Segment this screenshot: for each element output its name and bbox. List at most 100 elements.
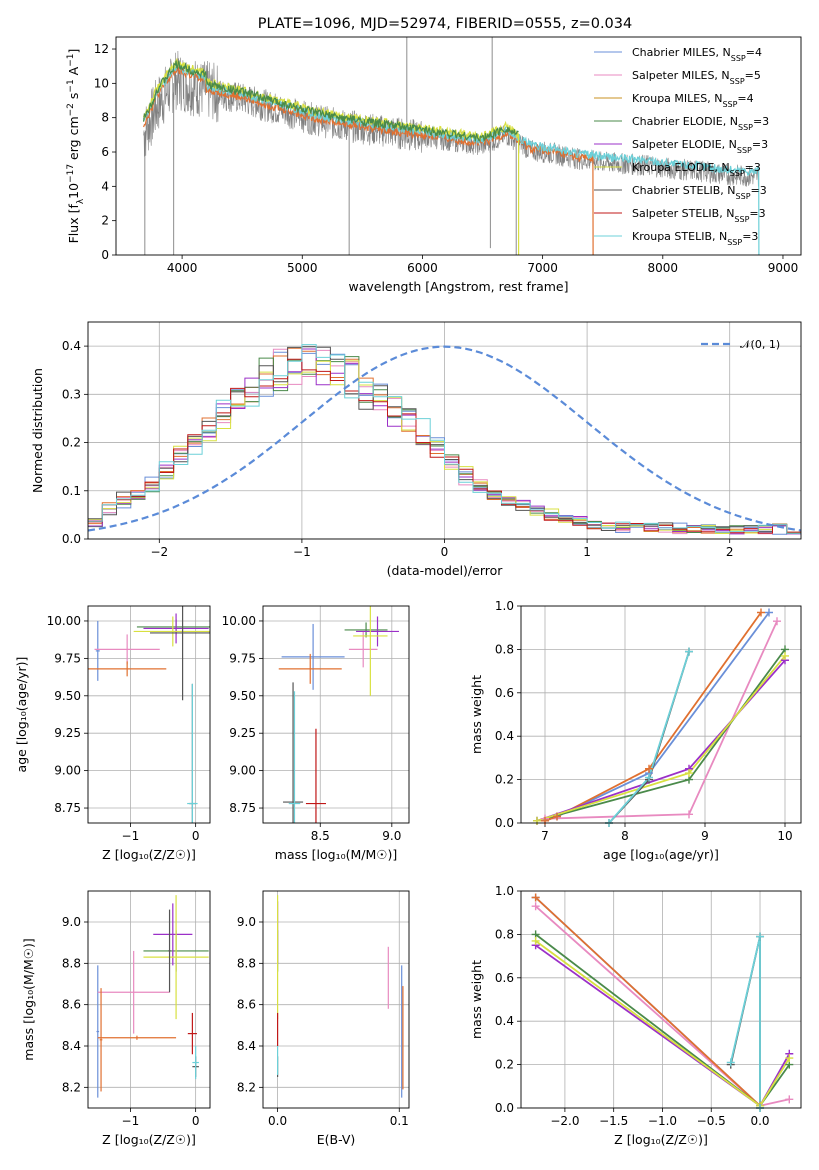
y-tick-label: 0.4	[495, 1014, 514, 1028]
y-tick-label: 10	[94, 76, 109, 90]
x-tick-label: 9000	[768, 261, 799, 275]
y-tick-label: 0.8	[495, 927, 514, 941]
x-tick-label: 7000	[527, 261, 558, 275]
y-tick-label: 8.6	[237, 998, 256, 1012]
axes-frame	[87, 605, 211, 824]
legend-label-sub: SSP	[738, 123, 753, 132]
y-axis-label: age [log₁₀(age/yr)]	[14, 657, 29, 773]
y-tick-label: 0.2	[495, 773, 514, 787]
legend-label-tail: =4	[737, 92, 753, 105]
weight-marker	[553, 812, 561, 821]
y-tick-label: 10.00	[47, 614, 81, 628]
y-tick-label: 9.75	[229, 651, 256, 665]
legend-label-base: Salpeter STELIB, N	[632, 207, 734, 220]
plot-area	[263, 606, 409, 823]
legend-label: Chabrier MILES, NSSP=4	[632, 46, 762, 63]
axes-frame	[520, 890, 802, 1109]
y-tick-label: 1.0	[495, 599, 514, 613]
y-tick-label: 8	[101, 111, 109, 125]
panel-3: −1 0 8.75 9.00 9.25 9.50 9.75 10.00 Z [log₁₀(Z/Z…	[14, 605, 211, 862]
x-tick-label: 2	[726, 545, 734, 559]
weight-marker	[541, 816, 549, 825]
y-axis-label: Flux [fλ10−17 erg cm−2 s−1 A−1]	[66, 49, 86, 244]
panel-8: −2.0 −1.5 −1.0 −0.5 0.0 0.0 0.2 0.4 0.6 0.8 1.0 Z […	[469, 884, 802, 1147]
y-tick-label: 9.00	[54, 764, 81, 778]
plot-area	[88, 606, 210, 823]
y-axis-label-part: −1	[66, 79, 76, 92]
legend-label-sub: SSP	[730, 169, 745, 178]
y-tick-label: 0.4	[62, 339, 81, 353]
y-tick-label: 8.8	[237, 956, 256, 970]
x-tick-label: −0.5	[697, 1114, 726, 1128]
legend-label: Salpeter STELIB, NSSP=3	[632, 207, 766, 224]
y-tick-label: 0	[101, 248, 109, 262]
y-axis-label-part: erg cm	[66, 116, 81, 164]
x-axis-label: age [log₁₀(age/yr)]	[603, 847, 719, 862]
y-axis-label: mass [log₁₀(M/M☉)]	[21, 938, 36, 1060]
y-tick-label: 0.8	[495, 642, 514, 656]
weight-marker	[785, 1054, 794, 1063]
y-tick-label: 0.0	[495, 816, 514, 830]
legend-label-sub: SSP	[736, 192, 751, 201]
weight-marker	[645, 764, 653, 773]
y-tick-label: 10.00	[222, 614, 256, 628]
y-tick-label: 9.00	[229, 764, 256, 778]
y-tick-label: 0.2	[495, 1058, 514, 1072]
y-axis-label-part: 10	[66, 183, 81, 199]
y-axis-label-part: Flux [f	[66, 204, 81, 244]
x-axis-label: Z [log₁₀(Z/Z☉)]	[102, 847, 196, 862]
y-tick-label: 4	[101, 179, 109, 193]
y-axis-label: mass weight	[469, 960, 484, 1039]
x-tick-label: 8.5	[311, 829, 330, 843]
y-axis-label-part: s	[66, 93, 81, 104]
legend-label: Kroupa ELODIE, NSSP=3	[632, 161, 761, 178]
x-tick-label: 8	[621, 829, 629, 843]
y-axis-label-part: A	[66, 66, 81, 79]
legend-label-sub: SSP	[737, 146, 752, 155]
panel-5: 7 8 9 10 0.0 0.2 0.4 0.6 0.8 1.0 age [log₁₀(age/yr…	[469, 599, 802, 862]
weight-marker	[685, 810, 693, 819]
x-tick-label: 9.0	[382, 829, 401, 843]
legend-label: 𝒩(0, 1)	[740, 338, 780, 351]
legend-label-sub: SSP	[734, 215, 749, 224]
x-tick-label: 6000	[407, 261, 438, 275]
legend-label-sub: SSP	[730, 77, 745, 86]
x-axis-label: mass [log₁₀(M/M☉)]	[275, 847, 397, 862]
panel-6: −1 0 8.2 8.4 8.6 8.8 9.0 Z [log₁₀(Z/Z☉)] mass [l…	[21, 890, 211, 1147]
x-tick-label: −1.0	[648, 1114, 677, 1128]
panel-1: 4000 5000 6000 7000 8000 9000 0 2 4 6 8 10 12 wavelen…	[66, 36, 802, 294]
y-axis-label: Normed distribution	[30, 368, 45, 493]
panel-2: −2 −1 0 1 2 0.0 0.1 0.2 0.3 0.4 (data-model)/error…	[30, 321, 802, 578]
legend-label-base: Chabrier ELODIE, N	[632, 115, 738, 128]
x-axis-label: Z [log₁₀(Z/Z☉)]	[614, 1132, 708, 1147]
legend-label-sub: SSP	[731, 54, 746, 63]
weight-marker	[531, 902, 540, 911]
weight-series	[544, 611, 762, 822]
x-tick-label: 0	[192, 1114, 200, 1128]
y-tick-label: 0.0	[62, 532, 81, 546]
y-tick-label: 9.75	[54, 651, 81, 665]
x-tick-label: 10	[777, 829, 792, 843]
legend-label-base: Chabrier STELIB, N	[632, 184, 736, 197]
x-tick-label: −2	[150, 545, 168, 559]
y-axis-label-part: ]	[66, 49, 81, 54]
axes-frame	[262, 605, 410, 824]
weight-series	[534, 896, 761, 1107]
y-tick-label: 8.6	[62, 998, 81, 1012]
weight-marker	[531, 936, 540, 945]
legend-label-base: Chabrier MILES, N	[632, 46, 731, 59]
panel-7: 0.0 0.1 8.2 8.4 8.6 8.8 9.0 E(B-V)	[237, 890, 410, 1147]
y-tick-label: 2	[101, 214, 109, 228]
legend-label-base: Kroupa STELIB, N	[632, 230, 727, 243]
plot-area	[88, 891, 210, 1108]
weight-marker	[765, 608, 773, 617]
legend-label-tail: =5	[745, 69, 761, 82]
y-axis-label-part: −1	[66, 54, 76, 67]
y-tick-label: 9.50	[54, 689, 81, 703]
legend-label-base: Salpeter MILES, N	[632, 69, 730, 82]
plot-area	[88, 322, 801, 539]
plot-area	[521, 606, 801, 823]
y-tick-label: 0.2	[62, 436, 81, 450]
